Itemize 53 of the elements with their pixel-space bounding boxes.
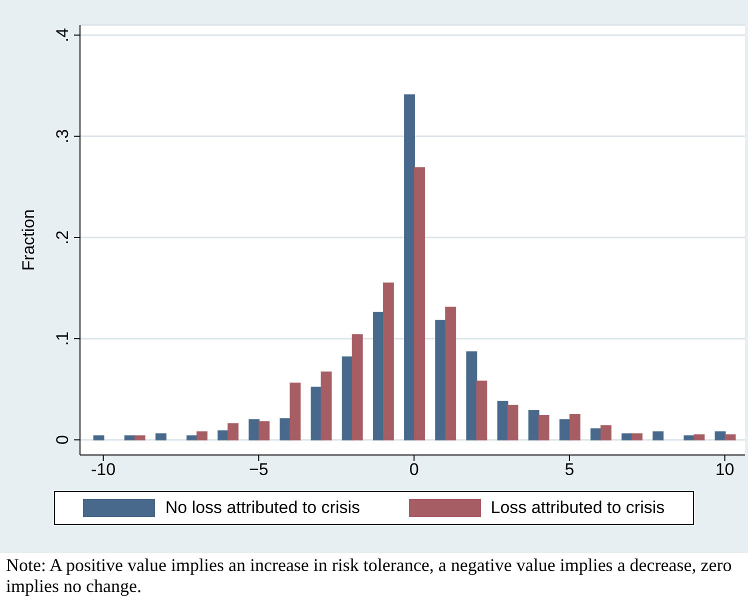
bar (435, 320, 446, 440)
bar (724, 434, 736, 440)
bar (290, 382, 301, 440)
x-tick-label: −5 (248, 460, 268, 480)
bar (652, 431, 664, 440)
bar (186, 435, 198, 440)
x-tick-label: 10 (715, 460, 734, 480)
bar (382, 282, 394, 440)
bar (714, 431, 726, 440)
bar (476, 380, 488, 440)
bar (445, 306, 456, 440)
bar (622, 433, 633, 440)
bar (280, 418, 291, 440)
bar (590, 428, 602, 440)
y-axis-title: Fraction (19, 209, 38, 271)
bar (507, 404, 518, 440)
bar (414, 167, 426, 440)
bar (218, 430, 229, 440)
bar (248, 419, 260, 440)
y-tick-label: .3 (53, 129, 72, 144)
bar (228, 423, 239, 440)
legend-label: Loss attributed to crisis (490, 498, 665, 518)
y-tick-label: 0 (53, 435, 72, 445)
bar (310, 386, 322, 440)
x-tick-label: -10 (91, 460, 116, 480)
bar (684, 435, 695, 440)
bar (404, 94, 416, 440)
bar (134, 435, 146, 440)
bar (600, 425, 612, 440)
bar (694, 434, 705, 440)
text: Note: A positive value implies an increase in risk tolerance, a negative value implies a decrease, zero implies no change. (5, 554, 733, 598)
bar (528, 410, 540, 440)
bar (342, 356, 353, 440)
bar (466, 351, 478, 440)
bar (632, 433, 643, 440)
y-tick-label: .4 (53, 28, 72, 42)
bar (196, 431, 208, 440)
bar (559, 419, 570, 440)
bar (124, 435, 136, 440)
bar (258, 421, 270, 440)
bar (352, 334, 363, 440)
bar (372, 312, 384, 440)
x-tick-label: 0 (409, 460, 419, 480)
legend-label: No loss attributed to crisis (165, 498, 360, 518)
bar (569, 414, 580, 440)
y-tick-label: .1 (53, 332, 72, 346)
bar (155, 433, 166, 440)
y-tick-label: .2 (53, 230, 72, 245)
bar (497, 400, 508, 440)
bar (320, 372, 332, 440)
x-tick-label: 5 (564, 460, 574, 480)
bar (93, 435, 104, 440)
bar (538, 415, 550, 440)
